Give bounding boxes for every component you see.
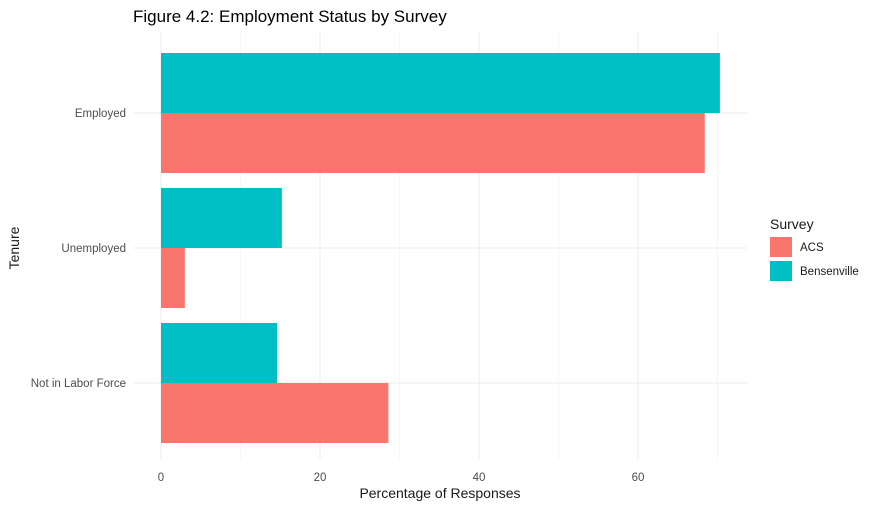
legend: Survey ACS Bensenville bbox=[770, 216, 859, 281]
x-tick-label: 20 bbox=[314, 472, 327, 484]
y-tick-label: Unemployed bbox=[61, 243, 126, 255]
y-tick-label: Not in Labor Force bbox=[31, 378, 126, 390]
bar-acs-unemployed bbox=[161, 248, 185, 308]
legend-label-bensenville: Bensenville bbox=[800, 266, 859, 278]
y-tick-label: Employed bbox=[75, 108, 126, 120]
x-tick-labels: 0 20 40 60 bbox=[158, 472, 645, 484]
legend-title: Survey bbox=[770, 216, 814, 232]
y-tick-labels: Employed Unemployed Not in Labor Force bbox=[31, 108, 126, 390]
bars bbox=[161, 53, 720, 443]
legend-label-acs: ACS bbox=[800, 242, 824, 254]
bar-bensenville-unemployed bbox=[161, 188, 282, 248]
chart-title: Figure 4.2: Employment Status by Survey bbox=[133, 7, 447, 26]
bar-acs-not-in-labor-force bbox=[161, 383, 389, 443]
x-tick-label: 60 bbox=[632, 472, 645, 484]
y-axis-title: Tenure bbox=[6, 226, 22, 269]
legend-key-acs bbox=[770, 237, 792, 257]
bar-bensenville-not-in-labor-force bbox=[161, 323, 278, 383]
legend-key-bensenville bbox=[770, 261, 792, 281]
x-tick-label: 40 bbox=[473, 472, 486, 484]
x-tick-label: 0 bbox=[158, 472, 164, 484]
x-axis-title: Percentage of Responses bbox=[359, 485, 520, 501]
bar-bensenville-employed bbox=[161, 53, 720, 113]
bar-acs-employed bbox=[161, 113, 705, 173]
